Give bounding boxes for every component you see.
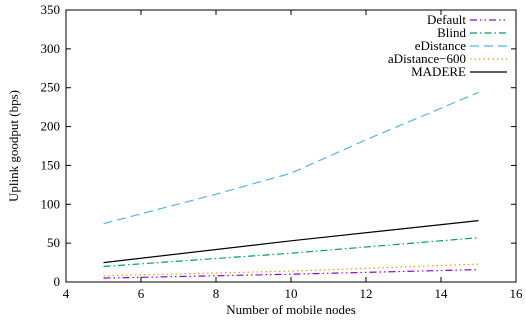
y-tick-label-2: 100 xyxy=(41,196,61,211)
y-tick-label-1: 50 xyxy=(47,235,60,250)
series-layer xyxy=(103,91,479,279)
y-tick-label-5: 250 xyxy=(41,80,61,95)
legend-label-default: Default xyxy=(427,12,466,27)
legend-label-madere: MADERE xyxy=(411,64,466,79)
series-line-adistance-600 xyxy=(103,263,479,277)
y-tick-label-3: 150 xyxy=(41,157,61,172)
x-axis-label: Number of mobile nodes xyxy=(226,302,356,317)
y-tick-label-6: 300 xyxy=(41,41,61,56)
y-tick-label-0: 0 xyxy=(54,274,61,289)
ticks-layer: 4 6 8 10 12 14 16 0 50 100 150 200 250 300 350 xyxy=(41,2,524,301)
x-tick-label-4: 12 xyxy=(360,286,373,301)
series-line-blind xyxy=(103,237,479,268)
legend-label-blind: Blind xyxy=(437,25,466,40)
y-axis-label: Uplink goodput (bps) xyxy=(6,90,21,202)
series-line-madere xyxy=(103,220,479,264)
x-tick-label-3: 10 xyxy=(285,286,298,301)
legend-label-adistance-600: aDistance−600 xyxy=(388,51,466,66)
y-tick-label-4: 200 xyxy=(41,119,61,134)
x-tick-label-6: 16 xyxy=(510,286,524,301)
y-tick-label-7: 350 xyxy=(41,2,61,17)
series-line-edistance xyxy=(103,91,479,225)
series-line-default xyxy=(103,269,479,279)
legend-label-edistance: eDistance xyxy=(415,38,466,53)
x-tick-label-2: 8 xyxy=(213,286,220,301)
x-tick-label-5: 14 xyxy=(435,286,449,301)
x-tick-label-1: 6 xyxy=(138,286,145,301)
x-tick-label-0: 4 xyxy=(63,286,70,301)
